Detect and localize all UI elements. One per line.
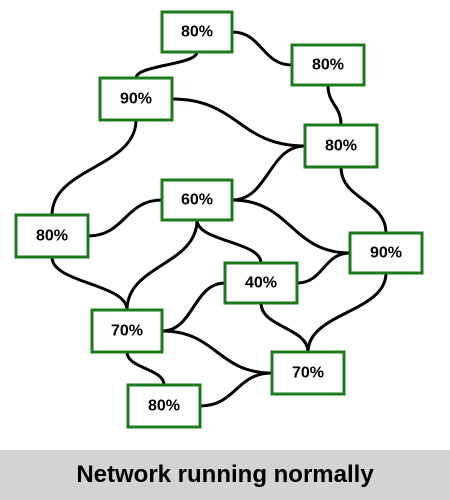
node-n6: 80% [14, 213, 90, 259]
edge-n8-n9 [161, 281, 226, 333]
node-box [348, 231, 424, 275]
edge-n8-n10 [259, 302, 310, 353]
node-box [270, 350, 346, 396]
node-box [14, 213, 90, 259]
edge-n9-n10 [161, 329, 273, 375]
node-n1: 80% [160, 10, 234, 54]
node-n4: 80% [303, 123, 379, 169]
node-label: 60% [181, 192, 213, 209]
edge-n5-n7 [231, 198, 351, 255]
edges-layer [50, 30, 388, 408]
node-box [126, 383, 202, 429]
node-box [223, 261, 299, 305]
edge-n4-n7 [339, 166, 388, 234]
node-n7: 90% [348, 231, 424, 275]
edge-n3-n6 [50, 119, 138, 216]
node-n10: 70% [270, 350, 346, 396]
edge-n11-n10 [199, 371, 273, 408]
node-label: 70% [292, 365, 324, 382]
node-label: 80% [148, 398, 180, 415]
node-box [98, 76, 174, 122]
status-bar: Network running normally [0, 450, 450, 500]
edge-n3-n4 [171, 97, 306, 148]
edge-n4-n5 [231, 144, 306, 202]
edge-n2-n4 [326, 84, 343, 126]
edge-n6-n9 [50, 256, 129, 311]
node-label: 80% [312, 57, 344, 74]
edge-n9-n11 [125, 351, 166, 386]
node-box [90, 308, 164, 354]
node-n5: 60% [160, 178, 234, 222]
node-label: 80% [181, 24, 213, 41]
node-box [290, 43, 366, 87]
edge-n5-n8 [195, 219, 263, 264]
node-box [160, 178, 234, 222]
edge-n7-n10 [306, 272, 388, 353]
node-label: 80% [36, 228, 68, 245]
node-n11: 80% [126, 383, 202, 429]
edge-n1-n3 [134, 51, 199, 79]
node-box [303, 123, 379, 169]
node-n9: 70% [90, 308, 164, 354]
node-n8: 40% [223, 261, 299, 305]
edge-n1-n2 [231, 30, 293, 67]
node-label: 40% [245, 275, 277, 292]
node-label: 80% [325, 138, 357, 155]
edge-n5-n6 [87, 198, 163, 238]
node-label: 70% [111, 323, 143, 340]
edge-n5-n9 [125, 219, 199, 311]
node-label: 90% [370, 245, 402, 262]
edge-n7-n8 [296, 251, 351, 285]
node-label: 90% [120, 91, 152, 108]
node-n3: 90% [98, 76, 174, 122]
nodes-layer: 80% 80% 90% 80% 60% 80% 90% 40% 70% 70% 80% [14, 10, 424, 429]
network-diagram: 80% 80% 90% 80% 60% 80% 90% 40% 70% 70% 80% [14, 10, 424, 429]
node-box [160, 10, 234, 54]
node-n2: 80% [290, 43, 366, 87]
status-text: Network running normally [76, 461, 374, 488]
